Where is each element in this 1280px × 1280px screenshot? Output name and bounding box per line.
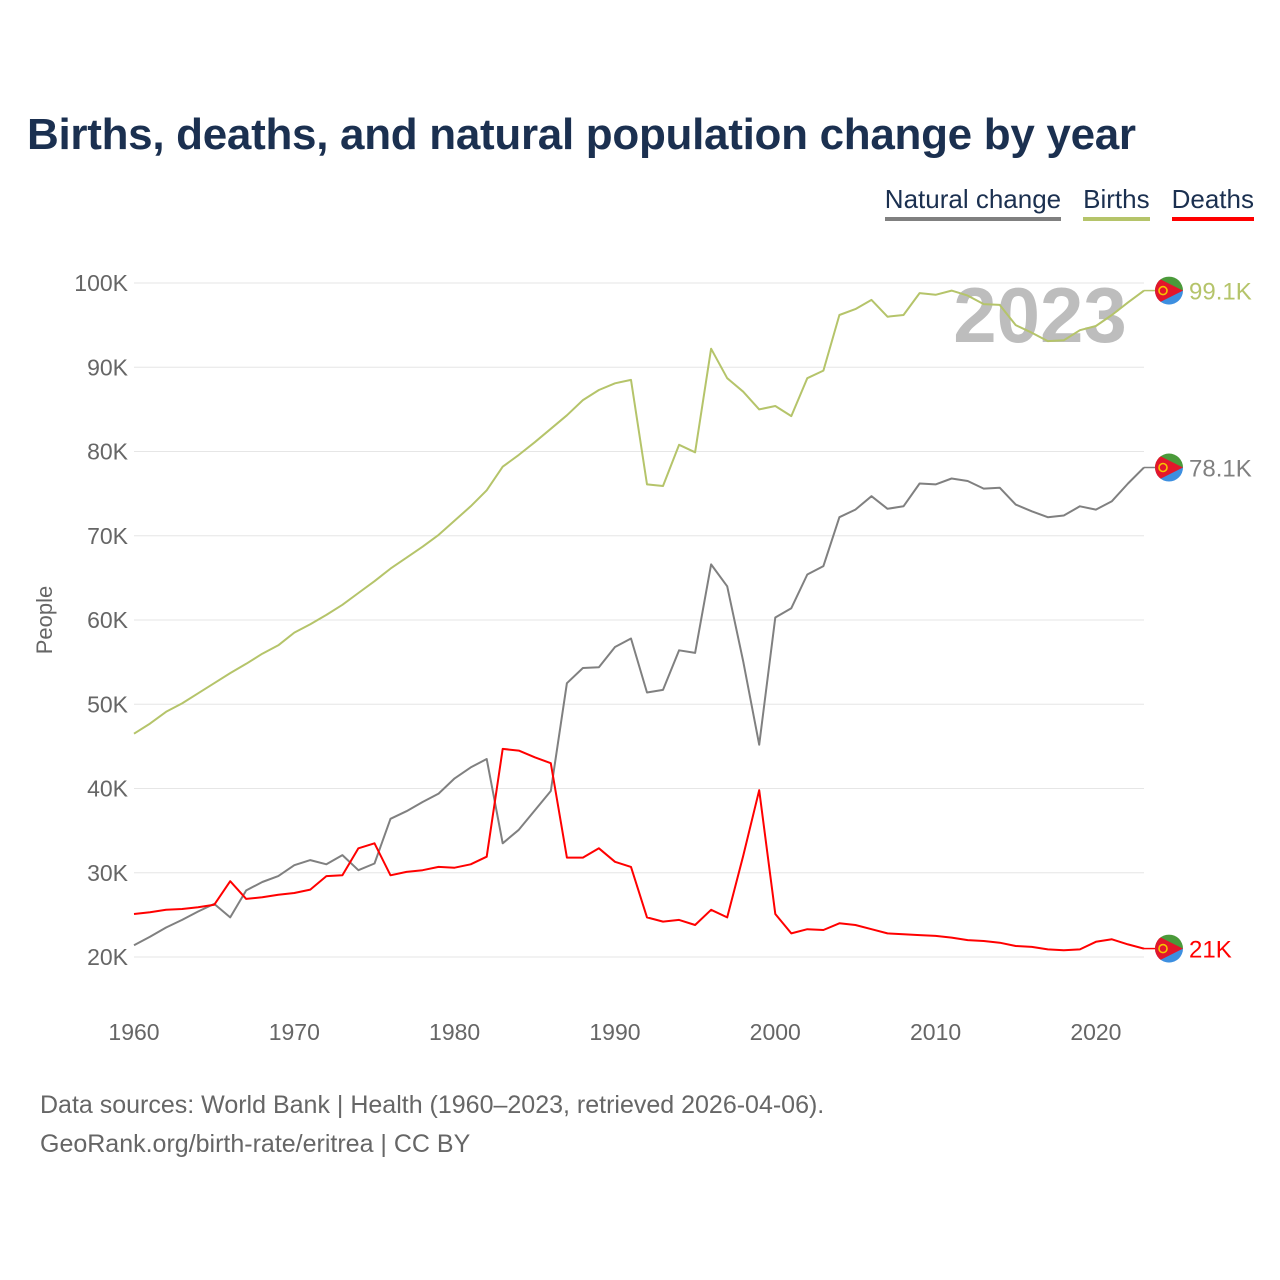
eritrea-flag-icon xyxy=(1155,453,1183,482)
y-tick-label: 50K xyxy=(87,691,129,717)
flag-red xyxy=(1155,453,1183,482)
x-tick-label: 1980 xyxy=(429,1019,480,1045)
flag-emblem xyxy=(1158,285,1168,296)
flag-body xyxy=(1155,276,1183,305)
series-line-deaths xyxy=(133,747,1145,952)
x-tick-label: 2000 xyxy=(750,1019,801,1045)
x-tick-label: 2020 xyxy=(1070,1019,1121,1045)
footer: Data sources: World Bank | Health (1960–… xyxy=(40,1086,824,1164)
eritrea-flag-icon xyxy=(1155,934,1183,963)
y-tick-label: 70K xyxy=(87,523,129,549)
y-tick-label: 60K xyxy=(87,607,129,633)
flag-body xyxy=(1155,453,1183,482)
x-tick-label: 1990 xyxy=(589,1019,640,1045)
flag-red xyxy=(1155,276,1183,305)
chart-title: Births, deaths, and natural population c… xyxy=(27,110,1136,159)
year-watermark: 2023 xyxy=(953,271,1127,359)
end-value-label: 99.1K xyxy=(1189,279,1252,306)
flag-emblem xyxy=(1158,943,1168,954)
y-tick-label: 30K xyxy=(87,860,129,886)
y-tick-label: 80K xyxy=(87,439,129,465)
attribution-link[interactable]: GeoRank.org/birth-rate/eritrea | CC BY xyxy=(40,1130,471,1158)
legend-deaths[interactable]: Deaths xyxy=(1171,184,1254,221)
legend-natural-change[interactable]: Natural change xyxy=(884,184,1062,221)
y-tick-label: 100K xyxy=(74,270,128,296)
flag-red xyxy=(1155,934,1183,963)
flag-emblem xyxy=(1158,462,1168,473)
y-tick-label: 20K xyxy=(87,944,129,970)
legend-births[interactable]: Births xyxy=(1083,184,1150,221)
y-tick-label: 90K xyxy=(87,354,129,380)
y-axis-label: People xyxy=(32,586,57,655)
series-line-natural-change xyxy=(133,466,1145,947)
flag-body xyxy=(1155,934,1183,963)
legend: Natural change Births Deaths xyxy=(884,184,1254,221)
x-tick-label: 1960 xyxy=(108,1019,159,1045)
eritrea-flag-icon xyxy=(1155,276,1183,305)
x-tick-label: 2010 xyxy=(910,1019,961,1045)
y-tick-label: 40K xyxy=(87,776,129,802)
end-value-label: 78.1K xyxy=(1189,456,1252,483)
series-line-births xyxy=(133,289,1145,735)
x-tick-label: 1970 xyxy=(269,1019,320,1045)
end-value-label: 21K xyxy=(1189,937,1232,964)
data-source: Data sources: World Bank | Health (1960–… xyxy=(40,1091,825,1119)
